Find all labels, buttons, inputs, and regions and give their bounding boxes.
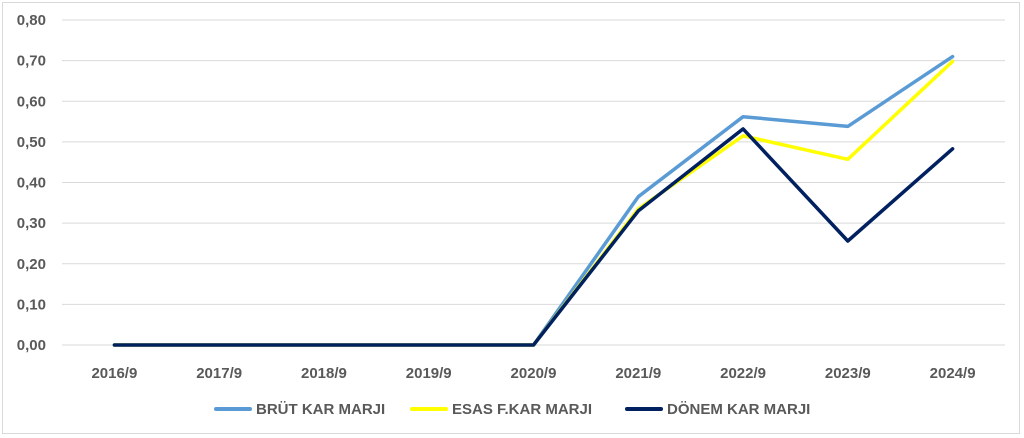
series-line-3 xyxy=(112,127,955,347)
gridlines xyxy=(62,19,1005,346)
x-tick-label: 2019/9 xyxy=(406,365,452,382)
y-tick-label: 0,10 xyxy=(17,296,46,313)
y-tick-label: 0,20 xyxy=(17,256,46,273)
x-axis-tick-labels: 2016/9 2017/9 2018/9 2019/9 2020/9 2021/9 2022… xyxy=(91,365,975,382)
y-tick-label: 0,30 xyxy=(17,215,46,232)
y-tick-label: 0,00 xyxy=(17,337,46,354)
y-tick-label: 0,50 xyxy=(17,134,46,151)
x-tick-label: 2016/9 xyxy=(91,365,137,382)
x-tick-label: 2017/9 xyxy=(196,365,242,382)
legend-label: BRÜT KAR MARJI xyxy=(256,401,385,418)
x-tick-label: 2018/9 xyxy=(301,365,347,382)
y-tick-label: 0,60 xyxy=(17,93,46,110)
y-axis-tick-labels: 0,00 0,10 0,20 0,30 0,40 0,50 0,60 0,70 0,80 xyxy=(17,12,46,354)
legend: BRÜT KAR MARJI ESAS F.KAR MARJI DÖNEM KAR … xyxy=(214,401,810,418)
series-line-2 xyxy=(112,59,955,347)
x-tick-label: 2022/9 xyxy=(720,365,766,382)
series-lines xyxy=(112,54,955,347)
y-tick-label: 0,70 xyxy=(17,53,46,70)
y-tick-label: 0,40 xyxy=(17,175,46,192)
legend-label: ESAS F.KAR MARJI xyxy=(452,401,592,418)
x-tick-label: 2020/9 xyxy=(511,365,557,382)
x-tick-label: 2021/9 xyxy=(615,365,661,382)
series-line-1 xyxy=(112,54,955,347)
x-tick-label: 2024/9 xyxy=(930,365,976,382)
y-tick-label: 0,80 xyxy=(17,12,46,29)
x-tick-label: 2023/9 xyxy=(825,365,871,382)
legend-label: DÖNEM KAR MARJI xyxy=(667,401,810,418)
